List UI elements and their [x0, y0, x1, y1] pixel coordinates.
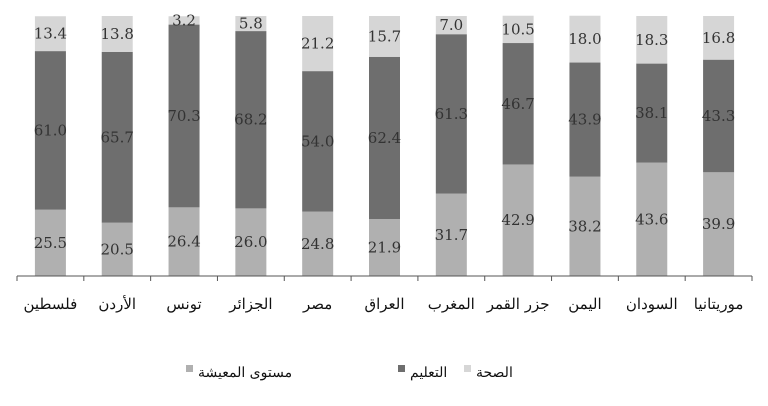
value-label: 20.5 — [101, 240, 134, 258]
value-label: 18.3 — [635, 31, 668, 49]
value-label: 42.9 — [501, 211, 534, 229]
value-label: 43.6 — [635, 210, 668, 228]
bar-segment — [168, 207, 200, 276]
bar-segment — [168, 16, 200, 25]
bar-segment — [369, 16, 400, 57]
legend: مستوى المعيشة التعليم الصحة — [186, 365, 513, 381]
bar-segment — [302, 16, 334, 72]
value-label: 21.2 — [301, 35, 334, 53]
value-label: 46.7 — [501, 95, 534, 113]
bar-segment — [34, 16, 66, 52]
bar-segment — [101, 51, 133, 223]
legend-label: التعليم — [410, 365, 447, 381]
legend-label: مستوى المعيشة — [198, 365, 292, 381]
category-label: الأردن — [98, 295, 136, 313]
bar-segment — [101, 16, 133, 52]
value-label: 16.8 — [702, 29, 735, 47]
value-label: 26.0 — [234, 233, 267, 251]
value-label: 65.7 — [101, 128, 134, 146]
value-labels-group: 25.5 61.0 13.4 20.5 65.7 13.8 26.4 70.3 3.2 26.0 6… — [34, 11, 736, 258]
bar-segment — [636, 16, 668, 64]
bars-group — [34, 15, 735, 276]
bar-segment — [369, 219, 400, 276]
bar-segment — [435, 34, 467, 194]
bar-segment — [703, 172, 735, 276]
category-label: فلسطين — [24, 295, 78, 313]
bar-segment — [502, 43, 534, 165]
bar-segment — [369, 56, 400, 220]
value-label: 21.9 — [368, 239, 401, 257]
bar-segment — [235, 31, 267, 209]
category-label: جزر القمر — [486, 295, 550, 313]
value-label: 13.4 — [34, 25, 67, 43]
value-label: 10.5 — [501, 20, 534, 38]
bar-segment — [435, 16, 467, 35]
value-label: 43.3 — [702, 107, 735, 125]
category-label: مصر — [302, 295, 332, 313]
value-label: 24.8 — [301, 235, 334, 253]
bar-segment — [569, 15, 601, 63]
bar-segment — [101, 222, 133, 276]
bar-segment — [435, 193, 467, 276]
bar-segment — [302, 71, 334, 212]
bar-segment — [34, 51, 66, 210]
category-label: الجزائر — [228, 295, 272, 313]
legend-swatch — [186, 365, 193, 372]
value-label: 61.0 — [34, 121, 67, 139]
bar-segment — [34, 209, 66, 276]
value-label: 43.9 — [568, 111, 601, 129]
value-label: 61.3 — [435, 105, 468, 123]
value-label: 68.2 — [234, 111, 267, 129]
bar-segment — [703, 16, 735, 60]
value-label: 38.2 — [568, 217, 601, 235]
bar-segment — [636, 162, 668, 276]
bar-segment — [703, 59, 735, 173]
bar-segment — [235, 208, 267, 276]
bar-segment — [302, 211, 334, 276]
category-label: العراق — [364, 295, 404, 313]
value-label: 31.7 — [435, 226, 468, 244]
value-label: 39.9 — [702, 215, 735, 233]
category-label: تونس — [166, 295, 201, 313]
value-label: 26.4 — [167, 233, 200, 251]
bar-segment — [502, 15, 534, 44]
category-label: المغرب — [428, 295, 475, 313]
value-label: 54.0 — [301, 132, 334, 150]
bar-segment — [168, 24, 200, 208]
value-label: 13.8 — [101, 25, 134, 43]
value-label: 62.4 — [368, 129, 401, 147]
value-label: 38.1 — [635, 104, 668, 122]
value-label: 3.2 — [172, 11, 196, 29]
value-label: 5.8 — [239, 15, 263, 33]
category-label: السودان — [626, 295, 678, 313]
bar-segment — [235, 16, 267, 32]
bar-segment — [569, 62, 601, 177]
category-label: اليمن — [568, 295, 601, 313]
value-label: 15.7 — [368, 27, 401, 45]
legend-swatch — [398, 365, 405, 372]
value-label: 18.0 — [568, 30, 601, 48]
value-label: 7.0 — [439, 16, 463, 34]
bar-segment — [502, 164, 534, 276]
value-label: 70.3 — [167, 107, 200, 125]
x-axis-ticks — [16, 276, 753, 281]
bar-segment — [569, 176, 601, 276]
category-label: موريتانيا — [694, 295, 744, 313]
legend-swatch — [464, 365, 471, 372]
value-label: 25.5 — [34, 234, 67, 252]
legend-label: الصحة — [476, 365, 513, 381]
bar-segment — [636, 63, 668, 163]
category-labels-group: فلسطين الأردن تونس الجزائر مصر العراق المغرب جز… — [24, 295, 744, 313]
